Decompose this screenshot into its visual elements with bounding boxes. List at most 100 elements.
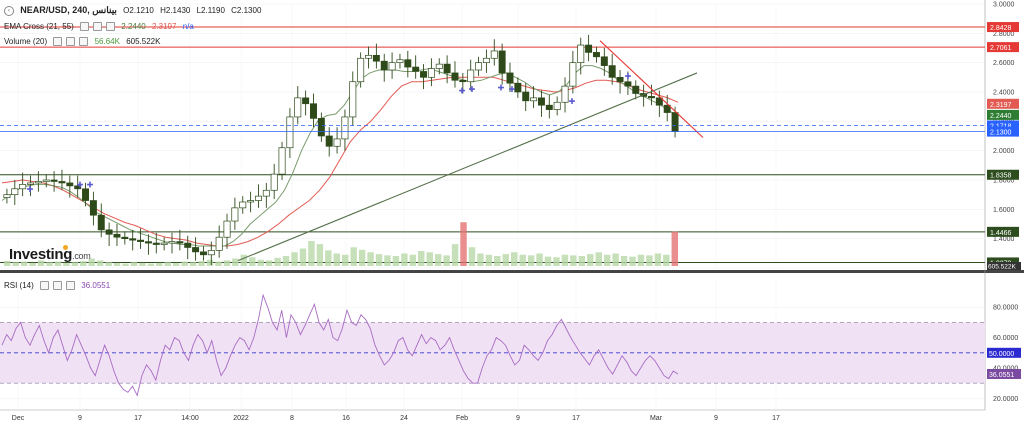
time-tick-label: 9 <box>516 415 520 422</box>
volume-bar <box>96 260 104 266</box>
volume-bar <box>147 263 155 266</box>
ema-visibility-toggle[interactable] <box>80 22 90 32</box>
volume-bar <box>12 262 19 266</box>
candle-body <box>545 104 553 110</box>
volume-bar <box>451 244 459 266</box>
volume-bar <box>291 252 298 266</box>
volume-bar <box>502 254 509 266</box>
volume-bar <box>299 248 307 266</box>
time-tick-label: Feb <box>456 415 468 422</box>
volume-bar <box>342 254 349 266</box>
volume-bar <box>544 256 552 266</box>
candle-body <box>333 138 341 147</box>
volume-label: Volume (20) <box>4 37 48 46</box>
volume-bar <box>181 261 188 266</box>
candle-body <box>553 101 561 110</box>
volume-remove-button[interactable] <box>79 37 89 47</box>
level-tag-label: 1.8358 <box>990 173 1012 180</box>
rsi-remove-button[interactable] <box>66 281 76 291</box>
rsi-settings-button[interactable] <box>53 281 63 291</box>
volume-bar <box>4 261 11 266</box>
candle-body <box>286 116 294 149</box>
volume-bar <box>164 262 171 266</box>
candle-body <box>600 56 608 66</box>
candle-body <box>624 81 632 87</box>
volume-bars <box>4 222 678 266</box>
volume-bar <box>232 258 239 266</box>
ema-fast-value: 2.2440 <box>121 22 146 31</box>
volume-bar <box>409 254 417 266</box>
price-tick-label: 2.4000 <box>993 90 1015 97</box>
ema-settings-button[interactable] <box>93 22 103 32</box>
volume-bar <box>173 262 180 266</box>
investing-logo: Investing.com <box>9 246 91 263</box>
candle-body <box>294 97 302 118</box>
candle-body <box>152 242 160 245</box>
volume-bar <box>561 254 569 266</box>
ema-label: EMA Cross (21, 55) <box>4 22 74 31</box>
candle-body <box>585 44 593 53</box>
signal-marker: ✚ <box>459 87 466 96</box>
candle-body <box>451 72 459 81</box>
volume-bar <box>189 262 197 266</box>
logo-suffix: .com <box>72 251 91 261</box>
level-tag <box>987 169 1019 180</box>
candle-body <box>475 62 483 71</box>
candle-body <box>89 200 97 216</box>
price-tick-label: 2.6000 <box>993 60 1015 67</box>
collapse-legend-icon[interactable]: ‹ <box>4 5 14 16</box>
candle-body <box>435 63 443 69</box>
candle-body <box>506 72 514 84</box>
candle-body <box>247 200 255 203</box>
rsi-tag <box>987 347 1021 358</box>
volume-tag <box>987 262 1021 270</box>
candle-body <box>176 241 184 244</box>
volume-bar <box>249 257 256 266</box>
candle-body <box>671 112 679 132</box>
price-tick-label: 2.0000 <box>993 148 1015 155</box>
candle-body <box>278 147 286 175</box>
candle-body <box>207 250 215 256</box>
logo-dot-icon <box>63 245 68 250</box>
candle-body <box>42 179 50 182</box>
time-tick-label: 9 <box>78 415 82 422</box>
candle-body <box>616 76 624 83</box>
signal-marker: ✚ <box>27 185 34 194</box>
candle-body <box>592 52 600 58</box>
candle-body <box>192 247 200 253</box>
volume-bar <box>468 247 476 266</box>
rsi-visibility-toggle[interactable] <box>40 281 50 291</box>
candle-body <box>372 54 380 62</box>
candle-body <box>420 71 428 78</box>
ema-remove-button[interactable] <box>106 22 116 32</box>
time-tick-label: 17 <box>772 415 780 422</box>
rsi-tag-label: 50.0000 <box>989 351 1014 358</box>
candle-body <box>270 173 278 191</box>
candle-body <box>168 241 176 244</box>
signal-marker: ✚ <box>77 180 84 189</box>
ohlc-low: L2.1190 <box>196 6 225 15</box>
volume-bar <box>206 259 214 266</box>
ohlc-close: C2.1300 <box>231 6 262 15</box>
ohlc-open: O2.1210 <box>123 6 154 15</box>
volume-bar <box>105 262 112 266</box>
volume-bar <box>603 254 611 266</box>
volume-bar <box>620 256 628 266</box>
signal-marker: ✚ <box>498 84 505 93</box>
volume-settings-button[interactable] <box>66 37 76 47</box>
signal-marker: ✚ <box>569 97 576 106</box>
volume-bar <box>519 254 526 266</box>
candle-body <box>215 236 223 251</box>
volume-visibility-toggle[interactable] <box>53 37 63 47</box>
time-tick-label: 2022 <box>233 415 249 422</box>
candle-body <box>569 62 577 87</box>
candle-body <box>223 220 231 238</box>
volume-bar <box>240 254 248 266</box>
volume-bar <box>527 255 535 266</box>
volume-bar <box>122 263 129 266</box>
volume-bar <box>46 262 53 266</box>
candle-body <box>317 118 325 137</box>
ascending-trendline <box>237 72 698 262</box>
